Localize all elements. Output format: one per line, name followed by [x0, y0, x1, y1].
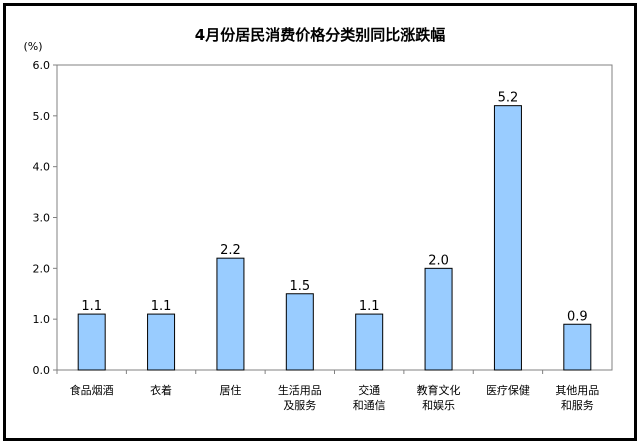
chart-title: 4月份居民消费价格分类别同比涨跌幅 — [195, 26, 445, 44]
x-category-label: 和服务 — [561, 399, 594, 412]
bar — [355, 313, 384, 371]
x-category-label: 衣着 — [150, 383, 172, 397]
x-category-label: 和娱乐 — [422, 398, 455, 412]
data-label: 0.9 — [567, 309, 588, 324]
bar — [563, 323, 592, 371]
y-tick-label: 5.0 — [33, 110, 51, 123]
y-tick-label: 3.0 — [33, 212, 51, 225]
y-axis-unit: (%) — [23, 40, 42, 53]
bar — [77, 313, 106, 371]
x-category-label: 和通信 — [353, 399, 386, 412]
x-category-label: 生活用品 — [278, 383, 322, 397]
bar — [285, 293, 314, 371]
data-label: 2.0 — [428, 253, 449, 268]
bar — [147, 313, 176, 371]
x-category-label: 及服务 — [283, 399, 316, 412]
data-label: 1.1 — [151, 299, 172, 314]
x-category-label: 其他用品 — [555, 384, 599, 397]
x-category-label: 食品烟酒 — [70, 383, 114, 397]
y-tick-label: 4.0 — [33, 161, 51, 174]
bar — [493, 105, 522, 371]
data-label: 5.2 — [498, 91, 519, 106]
data-label: 1.1 — [81, 299, 102, 314]
x-category-label: 教育文化 — [417, 383, 461, 397]
bar — [424, 267, 453, 371]
x-category-label: 居住 — [219, 383, 241, 397]
y-tick-label: 0.0 — [33, 364, 51, 377]
data-label: 2.2 — [220, 243, 241, 258]
plot-area: 0.0 1.0 2.0 3.0 4.0 5.0 6.0 1.1 食品烟酒 1.1 衣着 2.2 居住 1.… — [33, 59, 613, 412]
x-category-label: 交通 — [358, 383, 380, 397]
plot-border — [56, 64, 613, 371]
data-label: 1.5 — [289, 279, 310, 294]
data-label: 1.1 — [359, 299, 380, 314]
y-tick-label: 2.0 — [33, 262, 51, 275]
bar — [216, 257, 245, 371]
y-tick-label: 1.0 — [33, 313, 51, 326]
x-category-label: 医疗保健 — [486, 383, 530, 397]
chart-frame — [3, 3, 637, 441]
y-tick-label: 6.0 — [33, 59, 51, 72]
